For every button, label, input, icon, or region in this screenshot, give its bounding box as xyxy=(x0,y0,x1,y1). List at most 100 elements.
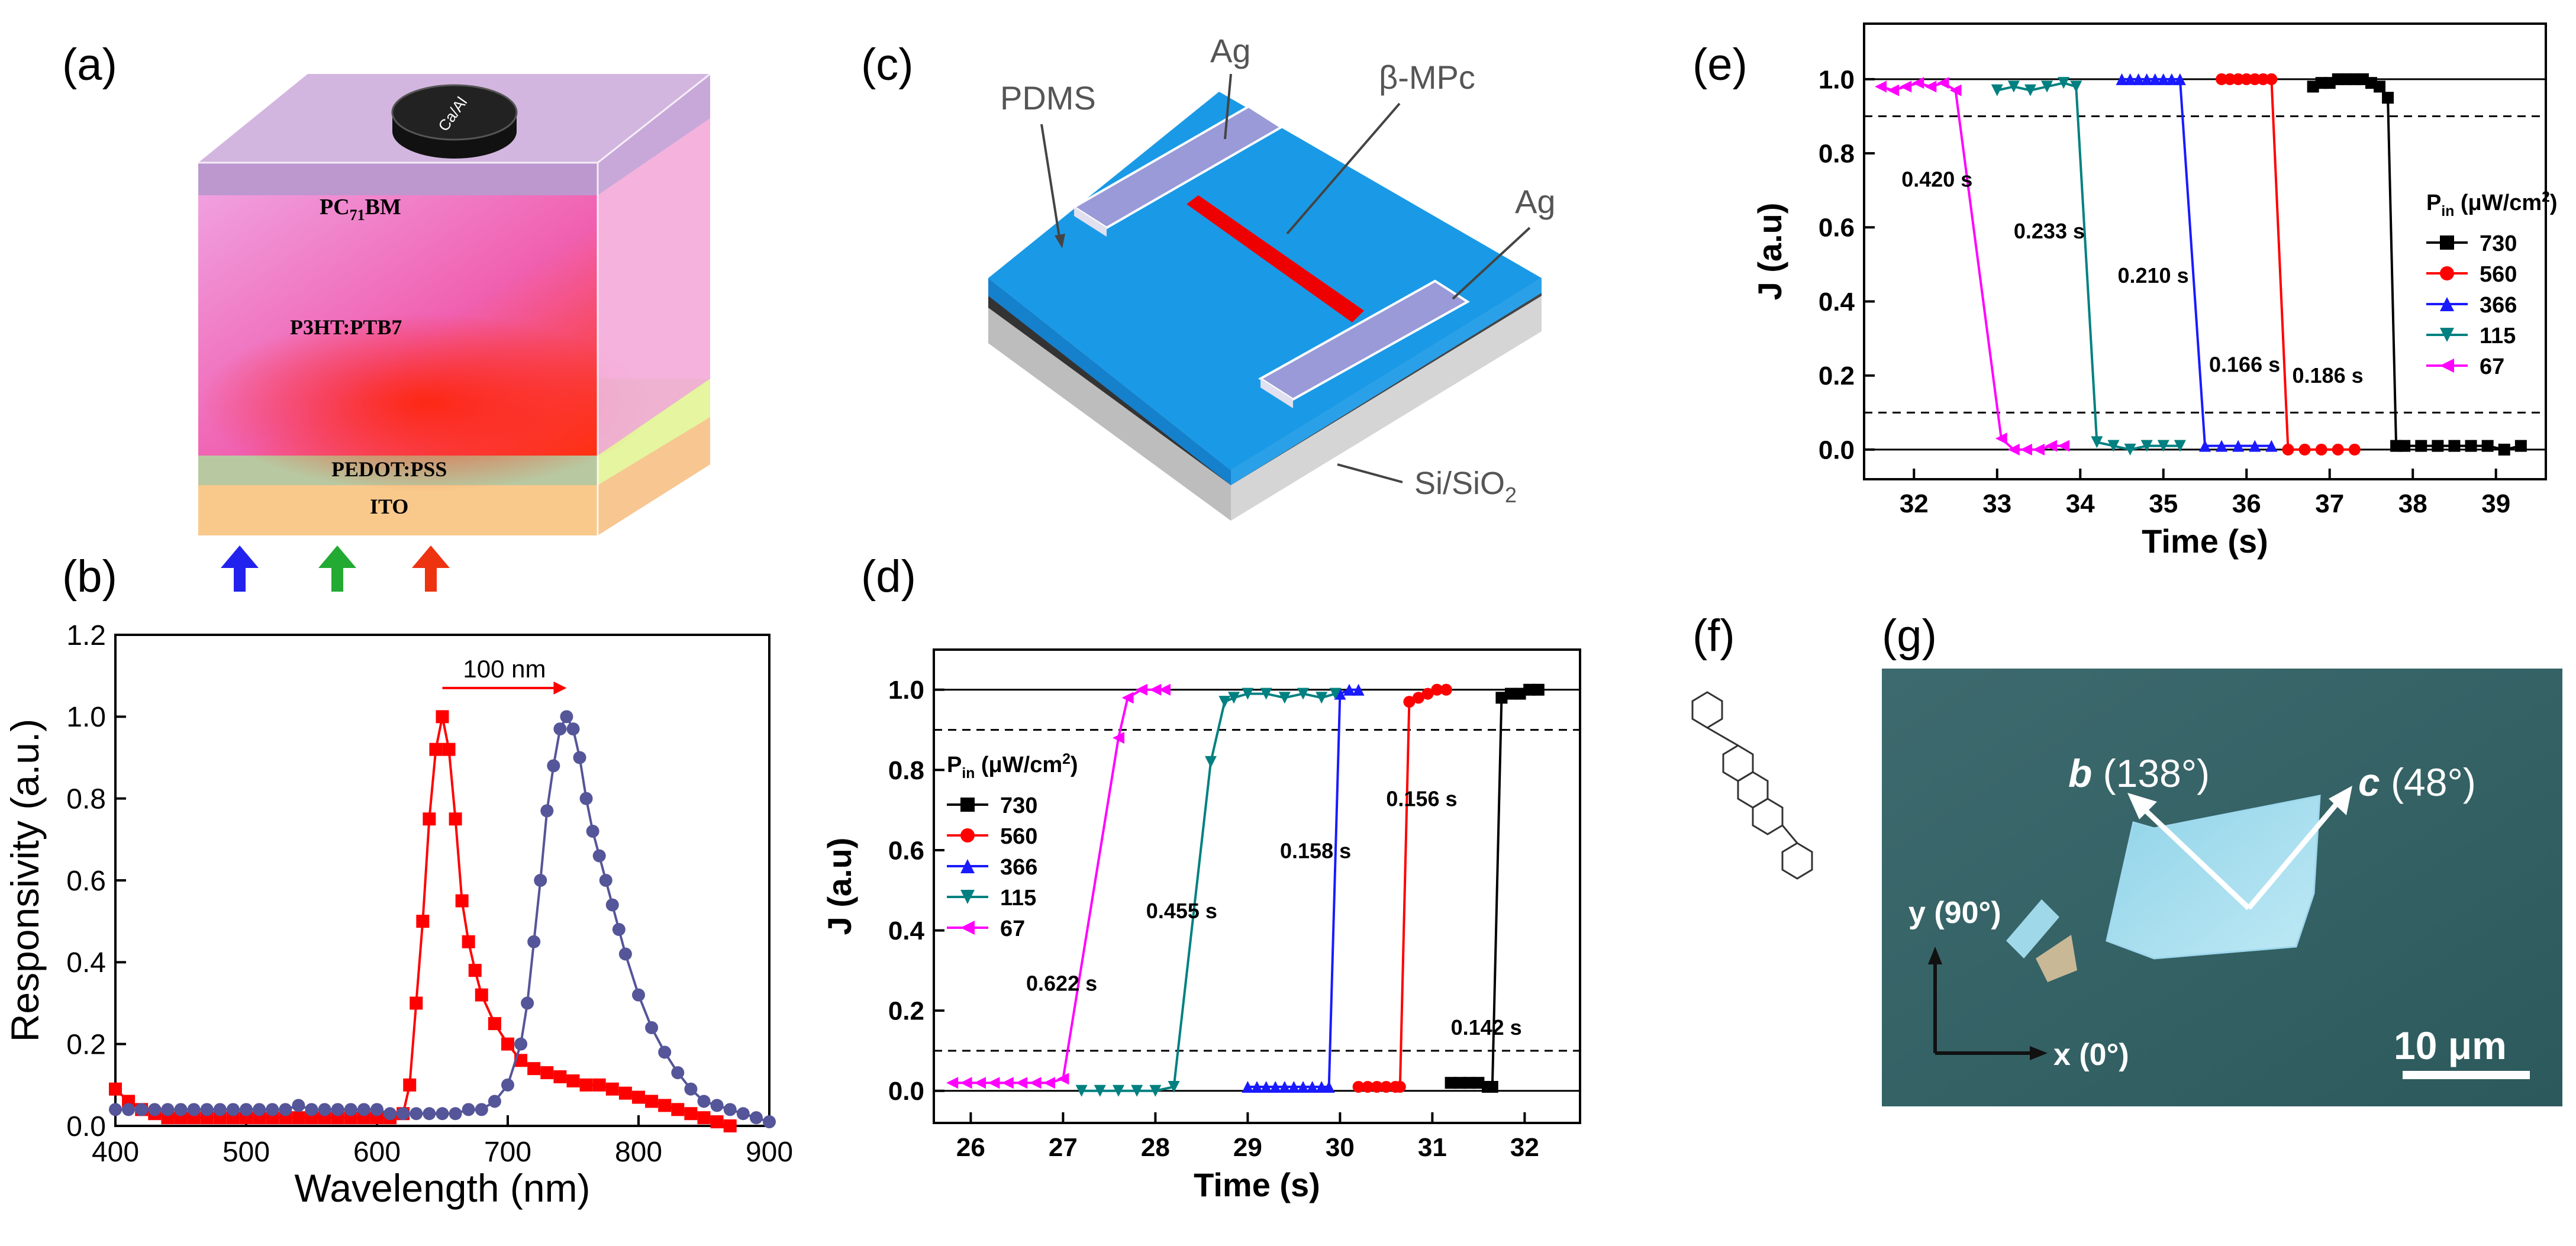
data-point-115 xyxy=(2091,436,2103,448)
data-point-115 xyxy=(2140,440,2153,452)
data-point-115 xyxy=(1991,84,2003,96)
data-point-560 xyxy=(1413,692,1424,704)
data-point-115 xyxy=(1149,1084,1162,1097)
data-point-67 xyxy=(2045,440,2058,452)
data-point-red xyxy=(553,1070,567,1083)
data-point-purple xyxy=(318,1103,331,1116)
data-point-purple xyxy=(592,849,606,863)
data-point-366 xyxy=(2249,440,2261,452)
data-point-purple xyxy=(612,923,626,936)
scale-bar xyxy=(2403,1071,2530,1079)
y-axis-title: J (a.u) xyxy=(1751,203,1788,301)
data-point-67 xyxy=(1001,1077,1014,1089)
data-point-67 xyxy=(1029,1077,1042,1089)
x-tick-label: 31 xyxy=(1418,1133,1447,1162)
data-point-67 xyxy=(1121,692,1134,704)
ag-right-label: Ag xyxy=(1515,183,1556,220)
data-point-purple xyxy=(200,1103,214,1116)
data-point-purple xyxy=(501,1078,514,1092)
data-point-115 xyxy=(2174,440,2186,452)
transition-time-label: 0.158 s xyxy=(1280,839,1351,863)
legend-marker-115 xyxy=(960,890,975,904)
legend-label-115: 115 xyxy=(1000,886,1036,911)
data-point-730 xyxy=(2415,440,2427,452)
chart-d-rise-time: 26 27 28 29 30 31 32 0.0 0.2 0.4 0.6 0.8 1.0 Time (s)… xyxy=(821,648,1581,1203)
x-tick-label: 36 xyxy=(2232,489,2261,518)
x-tick-label: 26 xyxy=(956,1133,985,1162)
ag-top-label: Ag xyxy=(1210,32,1251,69)
data-point-red xyxy=(488,1017,501,1031)
substrate-label: Si/SiO2 xyxy=(1414,466,1517,507)
data-point-purple xyxy=(161,1103,175,1116)
data-point-115 xyxy=(2041,80,2053,93)
legend-label-560: 560 xyxy=(1000,824,1037,849)
x-tick-label: 37 xyxy=(2315,489,2344,518)
data-point-purple xyxy=(383,1107,397,1121)
data-point-red xyxy=(645,1095,659,1108)
data-point-366 xyxy=(2140,73,2153,85)
series-line-purple xyxy=(115,714,770,1123)
data-point-560 xyxy=(1440,683,1452,696)
data-point-red xyxy=(684,1107,698,1121)
x-axis-title: Time (s) xyxy=(1194,1166,1320,1203)
data-point-560 xyxy=(1394,1080,1406,1093)
data-point-red xyxy=(429,743,443,756)
data-point-560 xyxy=(2298,443,2311,456)
legend-marker-730 xyxy=(960,798,975,812)
data-point-67 xyxy=(1949,84,1962,96)
data-point-366 xyxy=(1251,1080,1263,1093)
data-point-purple xyxy=(618,947,632,961)
data-point-730 xyxy=(2374,80,2386,93)
data-point-730 xyxy=(2514,440,2527,452)
data-point-560 xyxy=(2249,73,2261,85)
data-point-730 xyxy=(1445,1077,1457,1089)
series-line-560 xyxy=(1358,688,1446,1088)
data-point-purple xyxy=(436,1107,449,1121)
data-point-67 xyxy=(1043,1077,1055,1089)
data-point-115 xyxy=(2070,80,2082,93)
legend-marker-560 xyxy=(2440,266,2454,280)
data-point-115 xyxy=(1278,692,1291,704)
data-point-67 xyxy=(1887,84,1900,96)
data-point-purple xyxy=(658,1045,672,1059)
data-point-purple xyxy=(187,1103,201,1116)
panel-label-a: (a) xyxy=(62,40,117,90)
data-point-purple xyxy=(122,1103,136,1116)
pcbm-label: PC71BM xyxy=(320,195,401,224)
data-point-red xyxy=(501,1037,514,1051)
data-point-115 xyxy=(2007,80,2020,93)
data-point-67 xyxy=(2020,443,2032,456)
blue-light-arrow-icon xyxy=(221,545,259,592)
data-point-366 xyxy=(1278,1080,1291,1093)
legend-title: Pin (μW/cm2) xyxy=(947,751,1078,782)
chart-b-responsivity: 400 500 600 700 800 900 0.0 0.2 0.4 0.6 0.8 1.0 1.2 W… xyxy=(3,620,793,1210)
data-point-366 xyxy=(2174,73,2186,85)
data-point-115 xyxy=(1131,1084,1143,1097)
data-point-730 xyxy=(2481,440,2494,452)
y-tick-label: 0.8 xyxy=(1819,140,1855,169)
panel-label-f: (f) xyxy=(1692,611,1735,661)
data-point-115 xyxy=(1316,692,1328,704)
data-point-purple xyxy=(540,804,554,818)
legend-label-366: 366 xyxy=(2480,293,2517,318)
data-point-purple xyxy=(462,1103,475,1116)
data-point-560 xyxy=(1362,1080,1374,1093)
c-axis-arrow-icon xyxy=(2329,786,2352,815)
plot-frame xyxy=(114,634,770,1127)
data-point-red xyxy=(455,894,469,908)
data-point-purple xyxy=(632,988,645,1002)
data-point-red xyxy=(527,1062,541,1076)
data-point-560 xyxy=(1421,687,1434,700)
chart-e-fall-time: 32 33 34 35 36 37 38 39 0.0 0.2 0.4 0.6 0.8 1.0 Time (… xyxy=(1751,22,2558,560)
data-point-366 xyxy=(1260,1080,1272,1093)
data-point-purple xyxy=(305,1103,318,1116)
x-tick-label: 900 xyxy=(746,1137,793,1168)
legend-marker-67 xyxy=(960,921,975,935)
data-point-730 xyxy=(2432,440,2444,452)
data-point-purple xyxy=(370,1103,383,1116)
legend-marker-730 xyxy=(2440,235,2454,250)
data-point-purple xyxy=(566,722,580,736)
x-tick-label: 38 xyxy=(2398,489,2427,518)
y-tick-label: 0.4 xyxy=(888,916,925,945)
data-point-560 xyxy=(2332,443,2344,456)
